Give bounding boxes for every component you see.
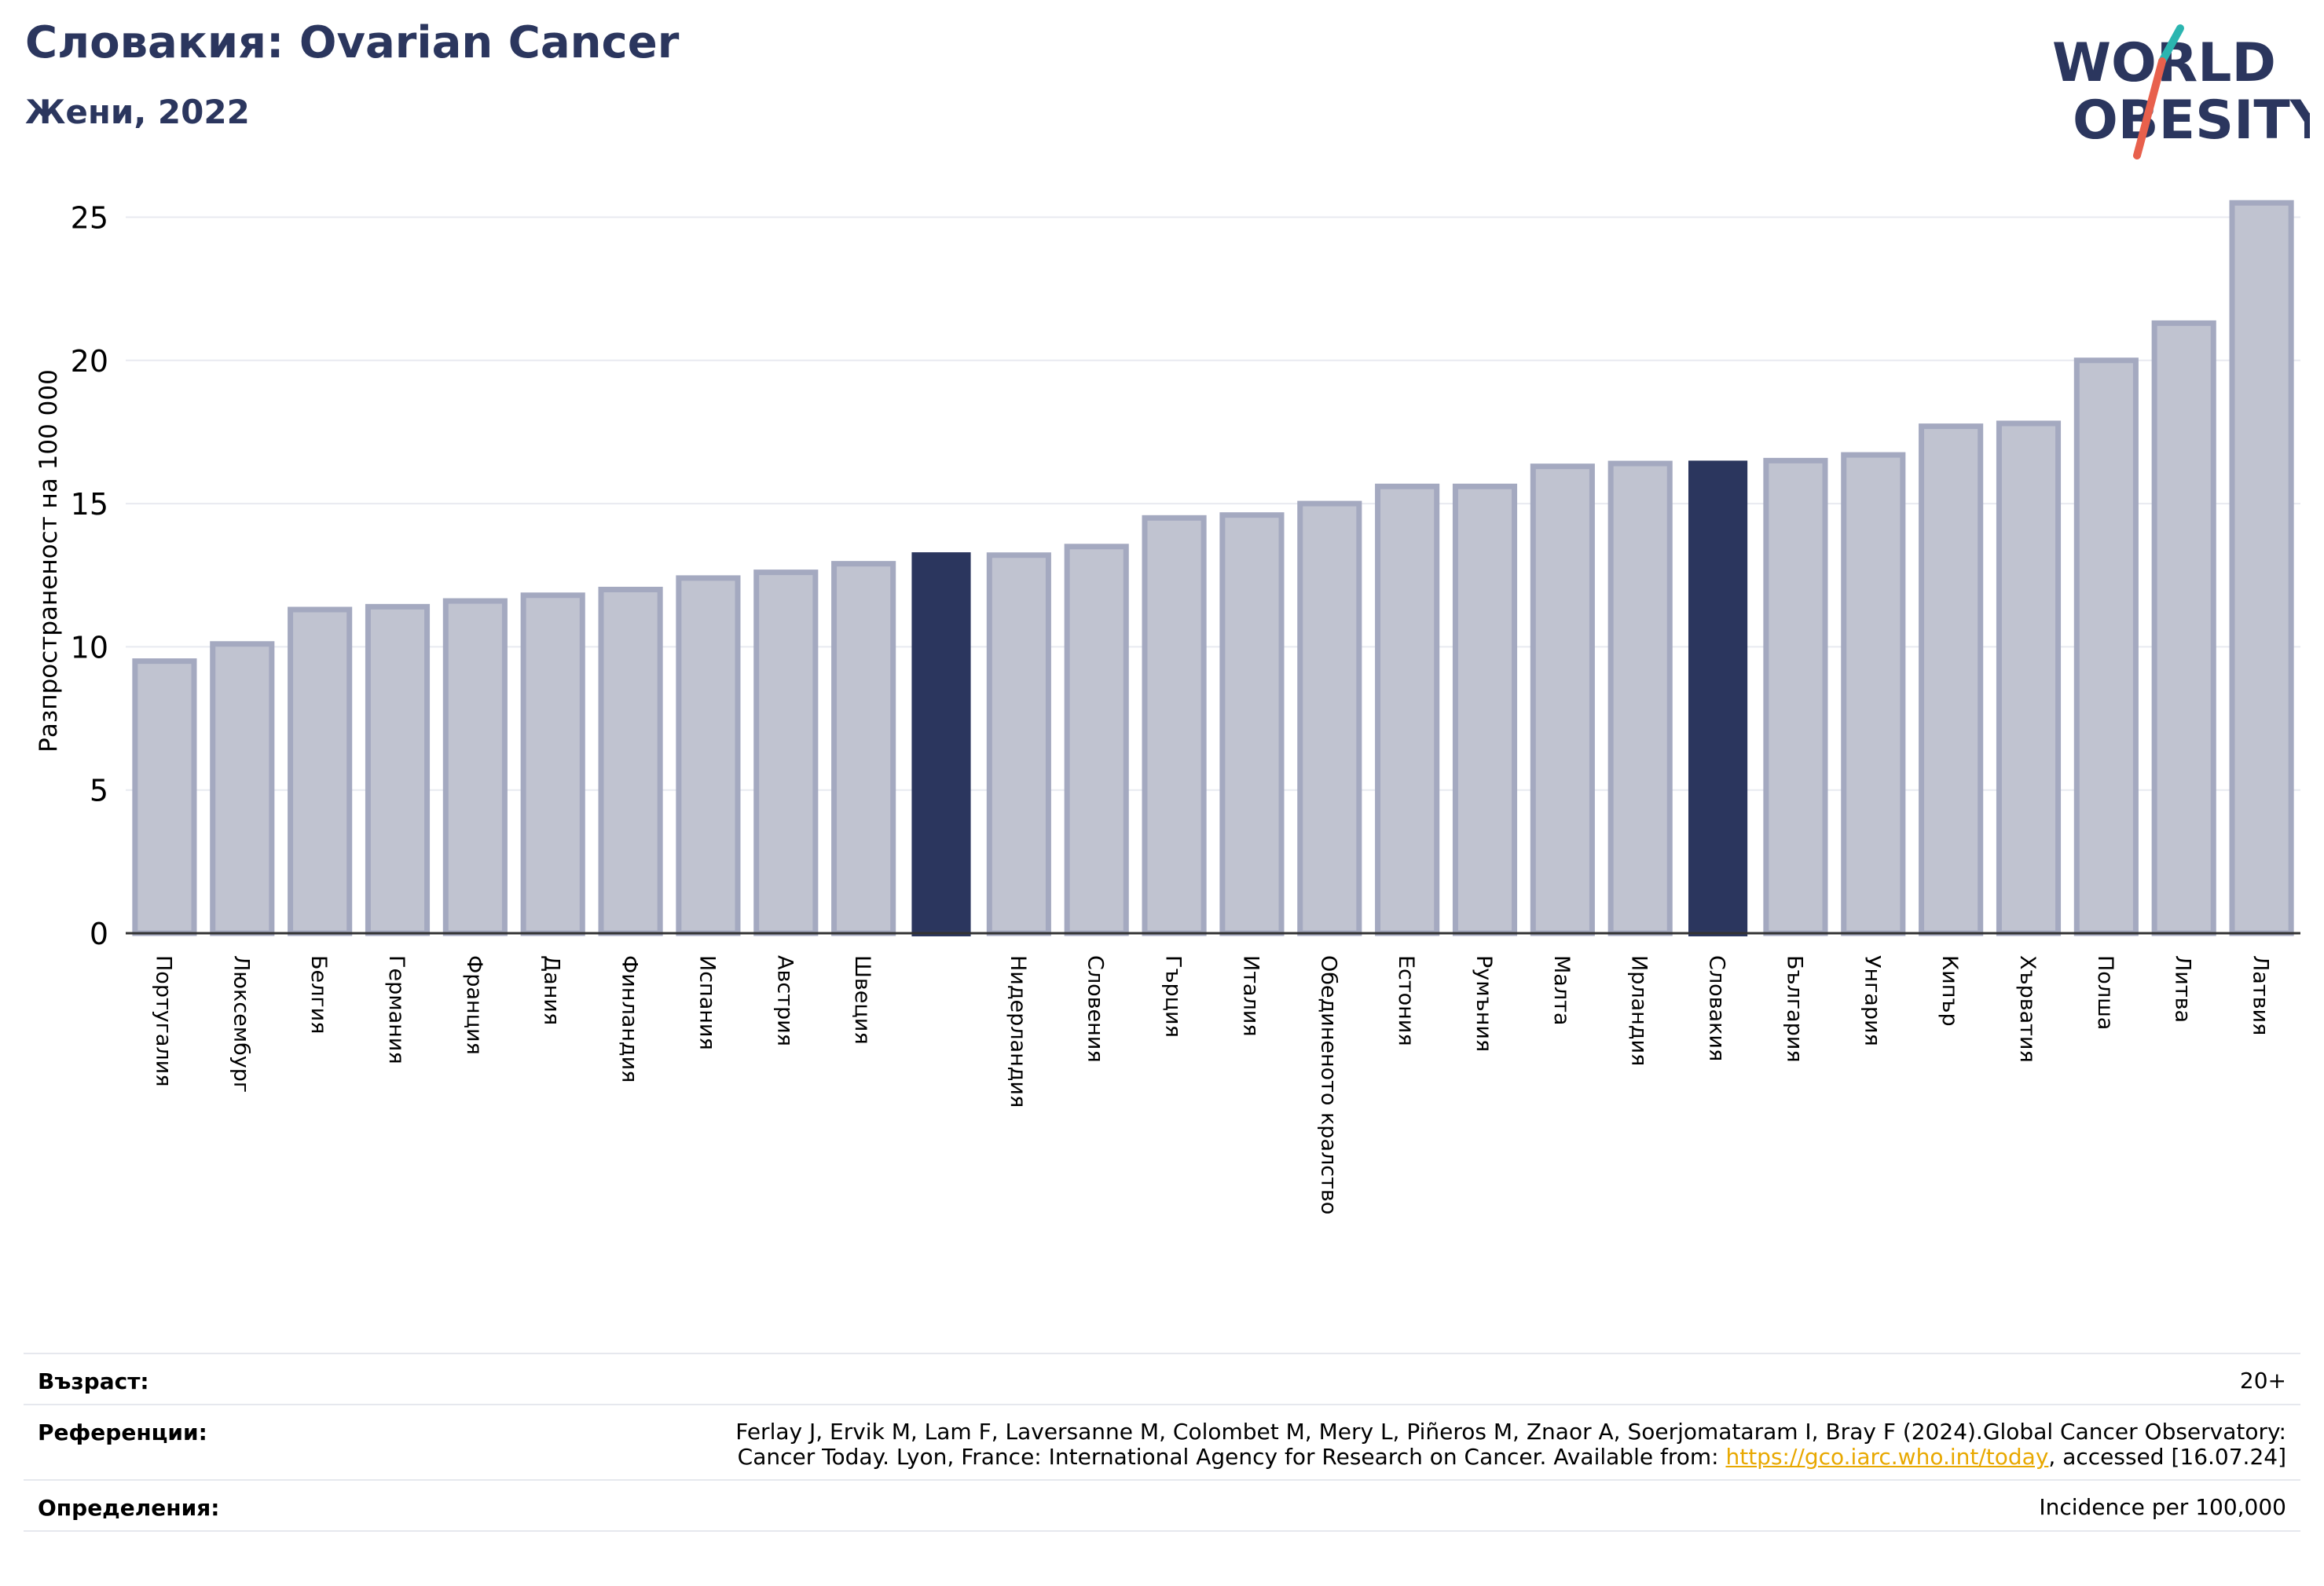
bar: [1607, 460, 1673, 936]
bar: [1763, 457, 1828, 936]
bar: [365, 603, 431, 936]
y-tick-label: 25: [71, 200, 108, 235]
y-tick-label: 15: [71, 487, 108, 522]
x-tick-label: Словения: [1083, 955, 1108, 1063]
bar: [132, 658, 197, 936]
x-tick-label: Нидерландия: [1006, 955, 1030, 1108]
bar-highlighted: [911, 552, 971, 936]
y-tick-label: 0: [90, 917, 108, 951]
bar: [753, 570, 819, 936]
x-tick-label: Австрия: [772, 955, 797, 1046]
info-row-definitions: Определения: Incidence per 100,000: [24, 1479, 2300, 1532]
x-tick-label: Германия: [384, 955, 409, 1064]
x-tick-label: Литва: [2171, 955, 2195, 1023]
x-tick-label: Румъния: [1472, 955, 1496, 1052]
x-tick-label: Испания: [695, 955, 719, 1050]
x-tick-label: Словакия: [1705, 955, 1729, 1061]
logo-slash-red: [2133, 57, 2166, 159]
x-tick-label: Белгия: [306, 955, 331, 1034]
reference-line-2: Cancer Today. Lyon, France: Internationa…: [735, 1445, 2286, 1470]
x-tick-label: Малта: [1549, 955, 1574, 1025]
bar: [1919, 423, 1984, 936]
bar: [1530, 463, 1595, 936]
x-tick-label: Естония: [1394, 955, 1418, 1046]
bar: [1142, 515, 1207, 936]
reference-line-2-text: Cancer Today. Lyon, France: Internationa…: [737, 1444, 1726, 1470]
bar: [1297, 500, 1362, 936]
bar: [986, 552, 1051, 936]
definitions-value: Incidence per 100,000: [2039, 1494, 2286, 1520]
bar: [598, 586, 663, 936]
x-tick-label: Португалия: [151, 955, 175, 1086]
y-tick-label: 20: [71, 344, 108, 379]
info-row-references: Референции: Ferlay J, Ervik M, Lam F, La…: [24, 1404, 2300, 1479]
bar: [1996, 420, 2062, 936]
bar: [1452, 483, 1518, 936]
definitions-label: Определения:: [38, 1495, 220, 1521]
info-table: Възраст: 20+ Референции: Ferlay J, Ervik…: [24, 1353, 2300, 1532]
references-value: Ferlay J, Ervik M, Lam F, Laversanne M, …: [735, 1419, 2286, 1470]
bar-highlighted: [1688, 460, 1748, 936]
x-tick-label: Унгария: [1860, 955, 1884, 1046]
age-value: 20+: [2239, 1368, 2286, 1394]
bar: [442, 598, 508, 936]
x-tick-label: Полша: [2093, 955, 2117, 1030]
bar: [288, 606, 353, 936]
bar: [2151, 320, 2216, 936]
bar: [2229, 200, 2294, 936]
bar-chart: 0 5 10 15 20 25 Разпространеност на 100 000 Пор…: [35, 200, 2300, 1214]
x-tick-label: Кипър: [1937, 955, 1962, 1027]
reference-accessed: , accessed [16.07.24]: [2048, 1444, 2286, 1470]
bar: [520, 592, 585, 936]
logo-slash-teal: [2158, 24, 2184, 65]
y-axis-label: Разпространеност на 100 000: [35, 369, 63, 753]
y-tick-label: 10: [71, 630, 108, 665]
bar: [676, 575, 741, 936]
references-label: Референции:: [38, 1419, 207, 1445]
bar: [1219, 512, 1285, 936]
y-tick-label: 5: [90, 774, 108, 808]
reference-line-1: Ferlay J, Ervik M, Lam F, Laversanne M, …: [735, 1419, 2286, 1445]
x-tick-label: Дания: [540, 955, 564, 1025]
x-tick-label: Финландия: [618, 955, 642, 1082]
bar: [1375, 483, 1440, 936]
x-tick-label: Обединеното кралство: [1316, 955, 1340, 1214]
x-tick-label: Швеция: [850, 955, 874, 1045]
x-tick-label: България: [1782, 955, 1806, 1063]
x-tick-label: Ирландия: [1627, 955, 1651, 1066]
bar: [831, 561, 896, 936]
bar: [1064, 544, 1129, 936]
x-tick-label: Италия: [1238, 955, 1263, 1037]
info-row-age: Възраст: 20+: [24, 1353, 2300, 1404]
age-label: Възраст:: [38, 1368, 149, 1394]
world-obesity-logo: WORLD OBESITY: [2052, 24, 2310, 159]
reference-link[interactable]: https://gco.iarc.who.int/today: [1725, 1444, 2049, 1470]
chart-title: Словакия: Ovarian Cancer: [25, 17, 680, 68]
chart-subtitle: Жени, 2022: [25, 93, 250, 131]
x-tick-label: Люксембург: [229, 955, 253, 1093]
x-tick-label: Латвия: [2249, 955, 2273, 1035]
bar: [2073, 357, 2139, 936]
x-tick-label: Франция: [462, 955, 486, 1055]
x-tick-label: Хърватия: [2015, 955, 2040, 1063]
bar: [210, 641, 275, 936]
x-tick-label: Гърция: [1161, 955, 1186, 1038]
logo-line2: OBESITY: [2073, 90, 2310, 152]
bar: [1841, 452, 1906, 936]
